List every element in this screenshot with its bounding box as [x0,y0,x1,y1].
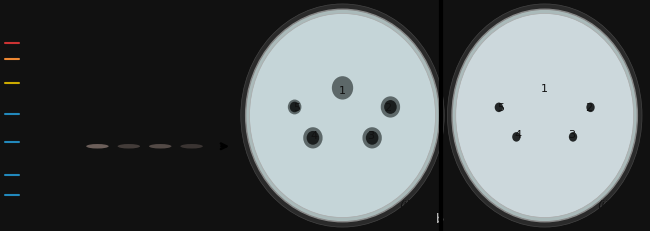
Text: 25 kDa: 25 kDa [22,138,54,147]
Ellipse shape [569,132,577,142]
Ellipse shape [86,144,109,149]
Ellipse shape [363,127,382,149]
Text: 75 kDa: 75 kDa [22,38,55,47]
Ellipse shape [290,102,300,112]
Ellipse shape [307,131,319,145]
Text: 1: 1 [45,19,51,29]
Ellipse shape [495,103,503,112]
Text: 45 kDa: 45 kDa [22,79,54,88]
Ellipse shape [586,103,595,112]
Ellipse shape [384,100,396,114]
Text: a: a [112,202,119,215]
Text: 3: 3 [121,19,127,29]
Text: 5: 5 [294,103,300,113]
Ellipse shape [366,131,378,145]
Text: (i): (i) [400,200,411,210]
Text: 2: 2 [384,103,391,113]
Text: 4: 4 [157,19,164,29]
Text: 3: 3 [568,130,575,140]
Ellipse shape [149,144,172,149]
Text: 35 kDa: 35 kDa [22,109,55,118]
Ellipse shape [447,4,642,227]
Ellipse shape [512,132,521,142]
Ellipse shape [456,13,634,218]
Ellipse shape [332,76,353,100]
Ellipse shape [381,96,400,118]
Text: 1: 1 [541,84,548,94]
Text: 3: 3 [367,131,374,141]
Text: (ii): (ii) [597,200,612,210]
Ellipse shape [250,13,436,218]
Ellipse shape [452,9,638,222]
Text: 4: 4 [514,130,521,140]
Ellipse shape [181,144,203,149]
Text: 1: 1 [339,86,346,96]
Text: 2: 2 [584,103,592,113]
Text: 2: 2 [85,19,92,29]
Ellipse shape [240,4,444,227]
Ellipse shape [288,100,302,114]
Ellipse shape [304,127,322,149]
Text: 60 kDa: 60 kDa [22,54,55,63]
Text: b: b [436,213,443,226]
Text: 5: 5 [188,19,195,29]
Ellipse shape [118,144,140,149]
Ellipse shape [246,9,439,222]
Text: 5: 5 [498,103,504,113]
Text: 4: 4 [311,131,318,141]
